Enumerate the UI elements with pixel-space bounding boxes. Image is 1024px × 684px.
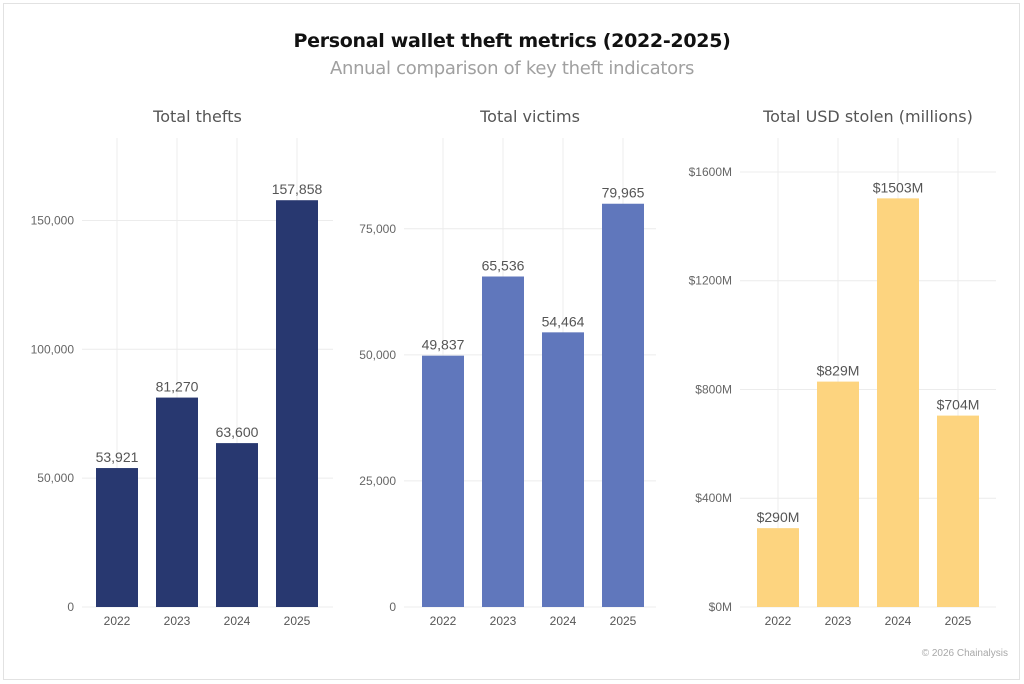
credit: © 2026 Chainalysis [921,648,1008,659]
y-tick-label: 150,000 [31,213,75,227]
data-label: 79,965 [602,185,645,201]
data-label: $704M [937,397,980,413]
y-tick-label: $1200M [689,274,732,288]
x-tick-label: 2025 [284,614,311,628]
x-tick-label: 2024 [224,614,251,628]
x-tick-label: 2023 [164,614,191,628]
bar-2023 [482,276,524,607]
x-tick-label: 2022 [430,614,457,628]
y-tick-label: 50,000 [359,348,396,362]
x-tick-label: 2022 [104,614,131,628]
y-tick-label: 25,000 [359,474,396,488]
y-tick-label: 75,000 [359,222,396,236]
data-label: $829M [817,363,860,379]
bar-2025 [937,415,979,607]
y-tick-label: $800M [695,382,732,396]
x-tick-label: 2025 [945,614,972,628]
data-label: 157,858 [272,181,323,197]
y-tick-label: $1600M [689,165,732,179]
y-tick-label: $0M [709,600,732,614]
bar-2022 [96,468,138,607]
chart-subtitle: Annual comparison of key theft indicator… [329,58,695,79]
x-tick-label: 2024 [885,614,912,628]
x-tick-label: 2022 [765,614,792,628]
data-label: 65,536 [482,258,525,274]
bar-2022 [757,528,799,607]
data-label: $290M [757,509,800,525]
bar-2023 [817,381,859,607]
panel-title: Total victims [479,107,580,126]
chart-title: Personal wallet theft metrics (2022-2025… [293,30,731,52]
x-tick-label: 2023 [825,614,852,628]
bar-2025 [276,200,318,607]
data-label: 81,270 [156,379,199,395]
data-label: 53,921 [96,449,139,465]
y-tick-label: $400M [695,491,732,505]
bar-2024 [216,443,258,607]
data-label: 54,464 [542,313,585,329]
y-tick-label: 0 [67,600,74,614]
bar-2023 [156,397,198,607]
data-label: 63,600 [216,424,259,440]
y-tick-label: 100,000 [31,342,75,356]
x-tick-label: 2023 [490,614,517,628]
data-label: 49,837 [422,337,465,353]
bar-2022 [422,355,464,607]
bar-2024 [877,198,919,607]
y-tick-label: 0 [389,600,396,614]
bar-2024 [542,332,584,607]
bar-2025 [602,203,644,607]
data-label: $1503M [873,179,924,195]
panel-title: Total thefts [152,107,242,126]
y-tick-label: 50,000 [37,471,74,485]
panel-title: Total USD stolen (millions) [762,107,973,126]
x-tick-label: 2024 [550,614,577,628]
x-tick-label: 2025 [610,614,637,628]
